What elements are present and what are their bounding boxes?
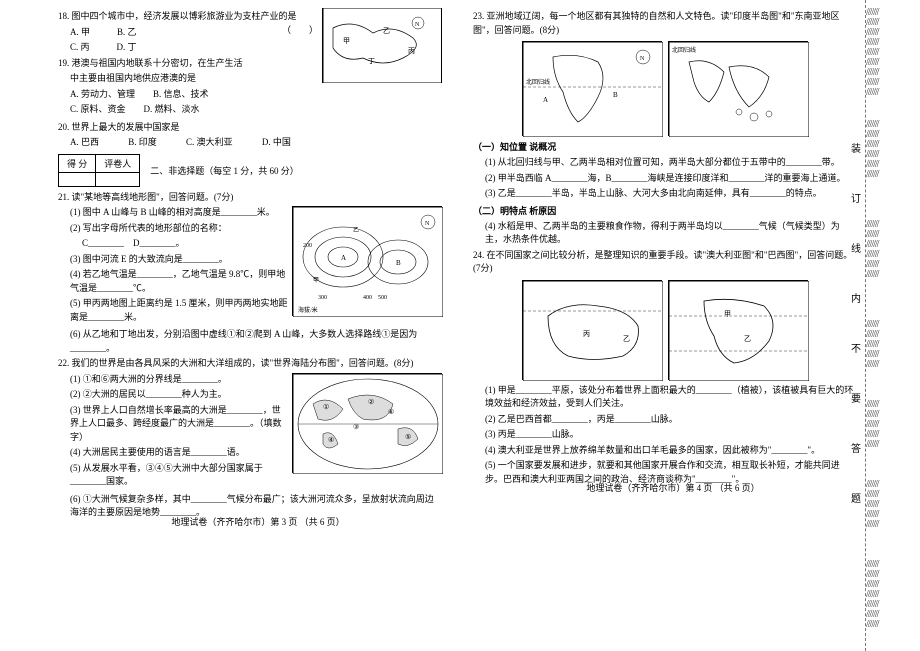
sea-map: 北回归线 bbox=[668, 41, 808, 136]
india-map: A B 北回归线 N bbox=[522, 41, 662, 136]
bind-char-6: 要 bbox=[850, 390, 862, 405]
svg-text:B: B bbox=[396, 259, 401, 267]
left-footer: 地理试卷（齐齐哈尔市）第 3 页 （共 6 页） bbox=[58, 515, 458, 528]
q19-opts1: A. 劳动力、管理 B. 信息、技术 bbox=[58, 88, 442, 102]
svg-text:乙: 乙 bbox=[623, 335, 630, 343]
svg-text:乙: 乙 bbox=[383, 27, 390, 35]
svg-text:N: N bbox=[640, 56, 645, 62]
right-page: 23. 亚洲地域辽阔，每一个地区都有其独特的自然和人文特色。读"印度半岛图"和"… bbox=[465, 0, 865, 496]
q24-stem: 24. 在不同国家之间比较分析，是整理知识的重要手段。读"澳大利亚图"和"巴西图… bbox=[473, 249, 857, 276]
grader-label: 评卷人 bbox=[96, 154, 140, 172]
svg-text:甲: 甲 bbox=[343, 37, 350, 45]
right-footer: 地理试卷（齐齐哈尔市）第 4 页 （共 6 页） bbox=[473, 481, 873, 494]
bind-char-4: 内 bbox=[850, 290, 862, 305]
svg-text:A: A bbox=[341, 254, 346, 262]
q20-stem: 20. 世界上最大的发展中国家是 bbox=[58, 121, 442, 135]
world-map: ① ② ③ ④ ⑤ ⑥ bbox=[292, 373, 442, 473]
bind-char-8: 题 bbox=[850, 490, 862, 505]
svg-text:N: N bbox=[415, 22, 420, 28]
q20-opt-b: B. 印度 bbox=[128, 137, 157, 147]
svg-text:B: B bbox=[613, 91, 618, 99]
score-cell bbox=[59, 172, 96, 186]
bind-char-1: 装 bbox=[850, 140, 862, 155]
q23-p4: (4) 水稻是甲、乙两半岛的主要粮食作物，得利于两半岛均以________气候（… bbox=[473, 220, 857, 247]
svg-text:北回归线: 北回归线 bbox=[526, 78, 550, 86]
hatch-4: /////////////////////////////////// bbox=[866, 320, 916, 370]
q24-p2: (2) 乙是巴西首都________，丙是________山脉。 bbox=[473, 413, 857, 427]
bind-char-5: 不 bbox=[850, 340, 862, 355]
hatch-top: ////////////////////////////////////////… bbox=[866, 8, 916, 98]
q23-head1: （一）知位置 说概况 bbox=[473, 140, 857, 153]
score-table: 得 分评卷人二、非选择题（每空 1 分，共 60 分） bbox=[58, 154, 307, 187]
australia-map: 丙 乙 bbox=[522, 280, 662, 380]
q18-opt-d: D. 丁 bbox=[117, 42, 137, 52]
binding-margin: /////////////////////////////////// /////… bbox=[865, 0, 920, 651]
hatch-3: ////////////////////////////////////////… bbox=[866, 220, 916, 280]
q19-opt-d: D. 燃料、淡水 bbox=[144, 104, 200, 114]
brazil-map: 甲 乙 bbox=[668, 280, 808, 380]
left-page: 甲 乙 丙 丁 N 18. 图中四个城市中，经济发展以博彩旅游业为支柱产业的是（… bbox=[50, 0, 450, 530]
q24-maps: 丙 乙 甲 乙 bbox=[473, 280, 857, 380]
svg-text:④: ④ bbox=[328, 436, 334, 444]
score-label: 得 分 bbox=[59, 154, 96, 172]
svg-text:丙: 丙 bbox=[583, 330, 590, 338]
q23-p1: (1) 从北回归线与甲、乙两半岛相对位置可知，两半岛大部分都位于五带中的____… bbox=[473, 156, 857, 170]
contour-svg: A B 甲 乙 200 300 400 500 海拔/米 N bbox=[293, 207, 443, 317]
hatch-bottom: ////////////////////////////////////////… bbox=[866, 560, 916, 630]
svg-text:⑤: ⑤ bbox=[405, 433, 411, 441]
q20-opts: A. 巴西 B. 印度 C. 澳大利亚 D. 中国 bbox=[58, 136, 442, 150]
svg-text:丁: 丁 bbox=[368, 57, 375, 65]
q21-stem: 21. 读"某地等高线地形图"，回答问题。(7分) bbox=[58, 191, 442, 205]
q21-p6: (6) 从乙地和丁地出发，分别沿图中虚线①和②爬到 A 山峰，大多数人选择路线①… bbox=[58, 328, 442, 355]
svg-text:300: 300 bbox=[318, 295, 327, 301]
bind-char-7: 答 bbox=[850, 440, 862, 455]
q23-maps: A B 北回归线 N 北回归线 bbox=[473, 41, 857, 136]
bind-char-3: 线 bbox=[850, 240, 862, 255]
svg-text:甲: 甲 bbox=[724, 310, 731, 318]
q20-opt-d: D. 中国 bbox=[262, 137, 291, 147]
svg-text:乙: 乙 bbox=[744, 335, 751, 343]
q19-opt-b: B. 信息、技术 bbox=[153, 89, 209, 99]
q18-paren: （ ） bbox=[282, 24, 318, 38]
hatch-6: /////////////////////////////////// bbox=[866, 480, 916, 530]
svg-text:①: ① bbox=[323, 403, 329, 411]
svg-text:甲: 甲 bbox=[313, 277, 319, 284]
map-hk-macau: 甲 乙 丙 丁 N bbox=[322, 8, 442, 83]
svg-text:②: ② bbox=[368, 398, 374, 406]
section2-title: 二、非选择题（每空 1 分，共 60 分） bbox=[140, 154, 307, 186]
svg-text:400 500: 400 500 bbox=[363, 295, 387, 301]
svg-text:N: N bbox=[425, 221, 430, 227]
q24-p4: (4) 澳大利亚是世界上放养绵羊数量和出口羊毛最多的国家，因此被称为"_____… bbox=[473, 444, 857, 458]
svg-text:北回归线: 北回归线 bbox=[672, 46, 696, 54]
q23-p3: (3) 乙是________半岛，半岛上山脉、大河大多由北向南延伸，具有____… bbox=[473, 187, 857, 201]
bind-char-2: 订 bbox=[850, 190, 862, 205]
q23-head2: （二）明特点 析原因 bbox=[473, 204, 857, 217]
svg-text:乙: 乙 bbox=[353, 227, 359, 234]
contour-map: A B 甲 乙 200 300 400 500 海拔/米 N bbox=[292, 206, 442, 316]
svg-text:200: 200 bbox=[303, 243, 312, 249]
q22-stem: 22. 我们的世界是由各具风采的大洲和大洋组成的，读"世界海陆分布图"，回答问题… bbox=[58, 357, 442, 371]
svg-text:丙: 丙 bbox=[408, 47, 415, 55]
q19-opts2: C. 原料、资金 D. 燃料、淡水 bbox=[58, 103, 442, 117]
q20-opt-c: C. 澳大利亚 bbox=[186, 137, 233, 147]
q23-stem: 23. 亚洲地域辽阔，每一个地区都有其独特的自然和人文特色。读"印度半岛图"和"… bbox=[473, 10, 857, 37]
hk-map-svg: 甲 乙 丙 丁 N bbox=[323, 8, 441, 83]
svg-text:A: A bbox=[543, 96, 548, 104]
hatch-2: ////////////////////////////////////////… bbox=[866, 120, 916, 180]
q23-p2: (2) 甲半岛西临 A________海，B________海峡是连接印度洋和_… bbox=[473, 172, 857, 186]
world-svg: ① ② ③ ④ ⑤ ⑥ bbox=[293, 374, 443, 474]
grader-cell bbox=[96, 172, 140, 186]
q24-p3: (3) 丙是________山脉。 bbox=[473, 428, 857, 442]
q24-p1: (1) 甲是________平原，该处分布着世界上面积最大的________（植… bbox=[473, 384, 857, 411]
q18-opt-b: B. 乙 bbox=[117, 27, 137, 37]
svg-text:③: ③ bbox=[353, 423, 359, 431]
svg-text:⑥: ⑥ bbox=[388, 408, 394, 416]
svg-text:海拔/米: 海拔/米 bbox=[298, 306, 318, 314]
hatch-5: /////////////////////////////////// bbox=[866, 400, 916, 450]
